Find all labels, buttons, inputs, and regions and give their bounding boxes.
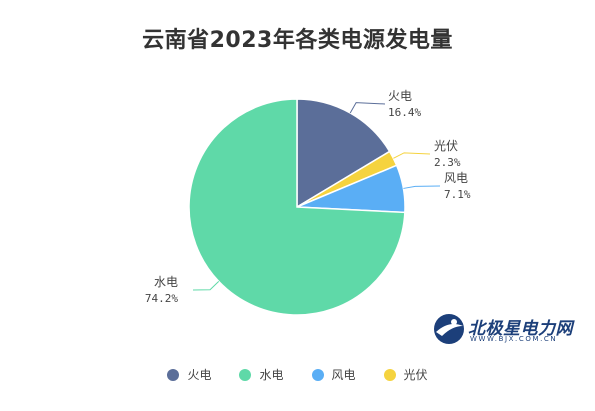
- legend-marker: [167, 368, 180, 381]
- slice-value-label: 16.4%: [388, 106, 421, 119]
- slice-value-label: 7.1%: [444, 188, 471, 201]
- legend-marker: [311, 368, 324, 381]
- slice-name-label: 风电: [444, 171, 468, 185]
- slice-value-label: 2.3%: [434, 156, 461, 169]
- watermark-brand: 北极星电力网: [468, 319, 573, 339]
- legend-label: 风电: [331, 368, 356, 382]
- legend-item[interactable]: 水电: [239, 366, 284, 383]
- pie-slice: [188, 98, 406, 316]
- slice-name-label: 火电: [388, 89, 412, 103]
- label-leader-line: [349, 102, 386, 114]
- legend-item[interactable]: 火电: [167, 366, 211, 383]
- label-leader-line: [393, 152, 431, 159]
- slice-name-label: 水电: [154, 275, 178, 289]
- watermark: 北极星电力网 WWW.BJX.COM.CN: [432, 312, 582, 348]
- legend-marker: [383, 368, 396, 381]
- watermark-url: WWW.BJX.COM.CN: [470, 335, 558, 343]
- slice-name-label: 光伏: [434, 139, 458, 153]
- legend-item[interactable]: 风电: [311, 366, 356, 383]
- legend-label: 水电: [259, 368, 284, 382]
- slice-value-label: 74.2%: [145, 292, 178, 305]
- label-leader-line: [403, 185, 441, 189]
- legend-label: 火电: [187, 368, 212, 382]
- legend-item[interactable]: 光伏: [383, 366, 428, 383]
- chart-legend: 火电 水电 风电 光伏: [0, 366, 595, 383]
- legend-marker: [239, 368, 252, 381]
- pie-slice: [296, 98, 391, 209]
- label-leader-line: [192, 281, 220, 291]
- chart-title: 云南省2023年各类电源发电量: [142, 28, 453, 53]
- legend-label: 光伏: [403, 368, 428, 382]
- globe-swirl-icon: [434, 314, 464, 344]
